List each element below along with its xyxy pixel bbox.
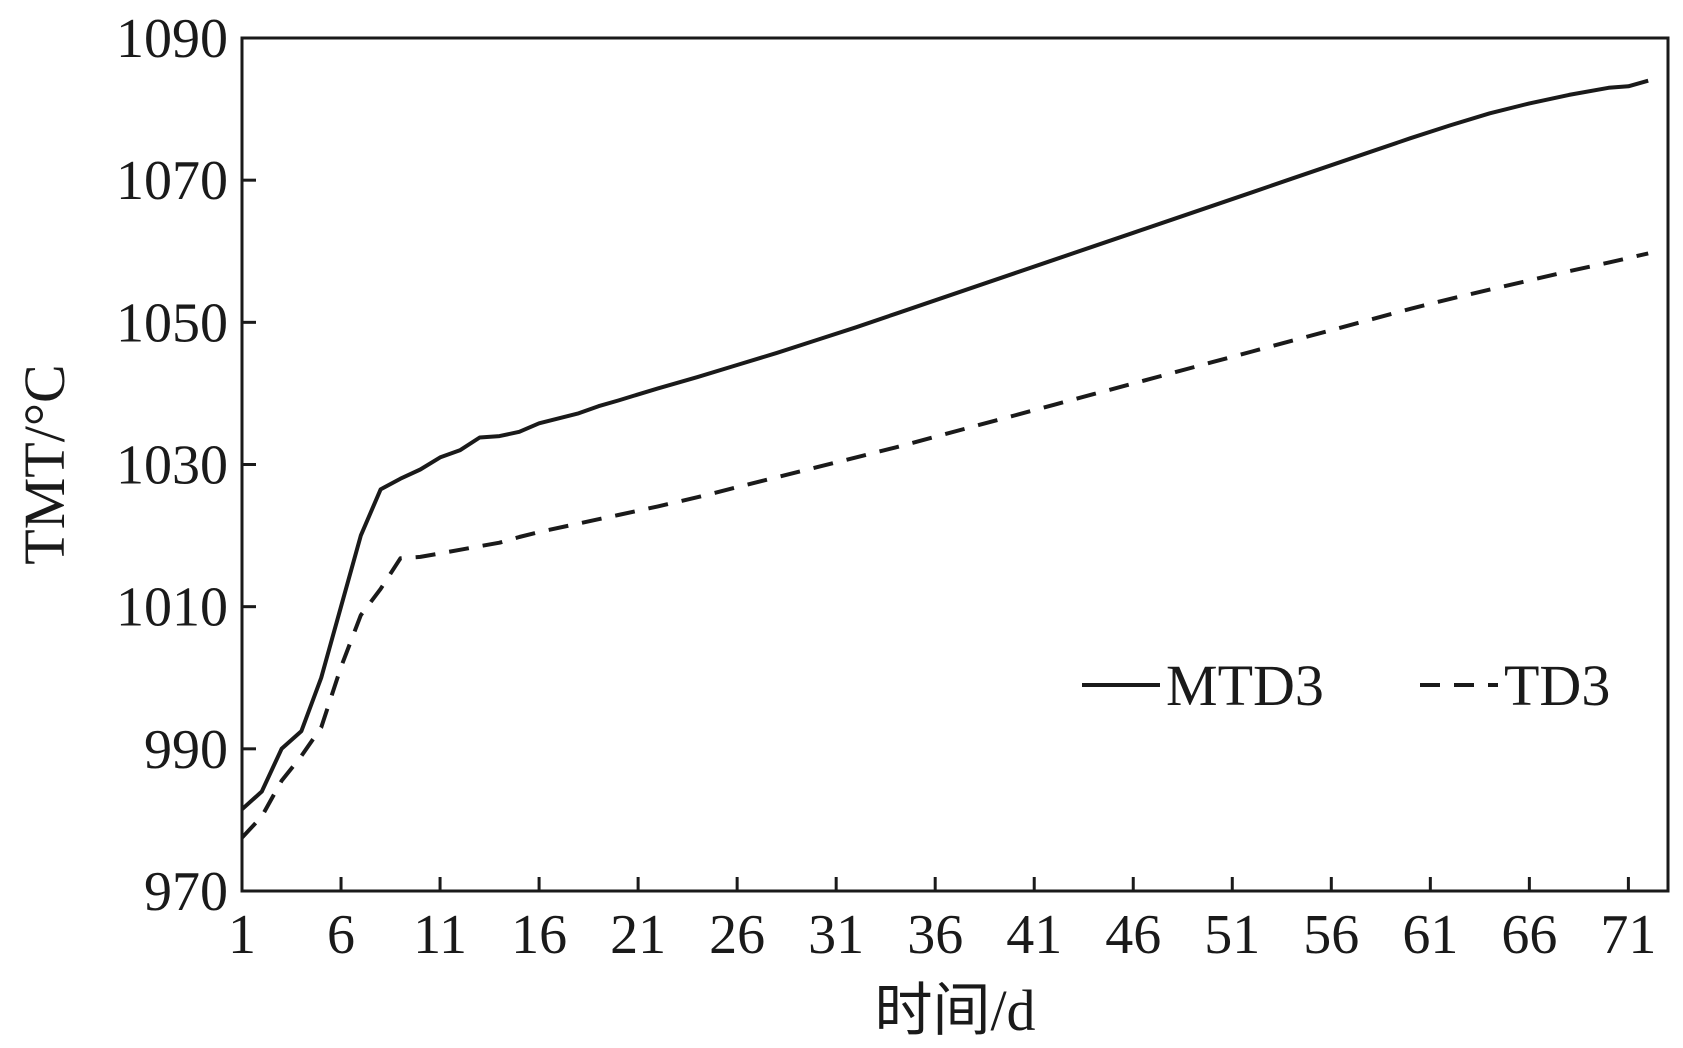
y-axis-title: TMT/°C	[12, 364, 77, 564]
y-tick-label: 1090	[116, 8, 228, 70]
x-tick-label: 56	[1303, 904, 1359, 966]
y-tick-label: 1070	[116, 150, 228, 212]
y-tick-label: 1030	[116, 435, 228, 497]
y-axis-ticks: 970 990 1010 1030 1050 1070 1090	[116, 8, 256, 923]
x-tick-label: 26	[709, 904, 765, 966]
series-line-mtd3	[240, 78, 1649, 811]
x-tick-label: 11	[413, 904, 467, 966]
x-tick-label: 51	[1204, 904, 1260, 966]
y-tick-label: 1050	[116, 292, 228, 354]
x-tick-label: 16	[511, 904, 567, 966]
x-tick-label: 46	[1105, 904, 1161, 966]
series-line-td3	[240, 251, 1649, 840]
legend-label-td3: TD3	[1504, 653, 1610, 718]
x-tick-label: 36	[907, 904, 963, 966]
x-tick-label: 1	[228, 904, 256, 966]
legend-label-mtd3: MTD3	[1166, 653, 1324, 718]
x-tick-label: 41	[1006, 904, 1062, 966]
y-tick-label: 990	[144, 719, 228, 781]
y-tick-label: 970	[144, 861, 228, 923]
plot-area-frame	[240, 36, 1670, 893]
x-axis-ticks: 1 6 11 16 21 26 31 36 41 46 51 56 61 66 71	[228, 877, 1656, 966]
legend: MTD3 TD3	[1082, 653, 1610, 718]
x-tick-label: 21	[610, 904, 666, 966]
series-layer	[240, 78, 1649, 840]
x-tick-label: 71	[1600, 904, 1656, 966]
y-tick-label: 1010	[116, 577, 228, 639]
x-tick-label: 66	[1501, 904, 1557, 966]
x-tick-label: 31	[808, 904, 864, 966]
x-tick-label: 6	[327, 904, 355, 966]
x-axis-title: 时间/d	[874, 978, 1035, 1043]
x-tick-label: 61	[1402, 904, 1458, 966]
